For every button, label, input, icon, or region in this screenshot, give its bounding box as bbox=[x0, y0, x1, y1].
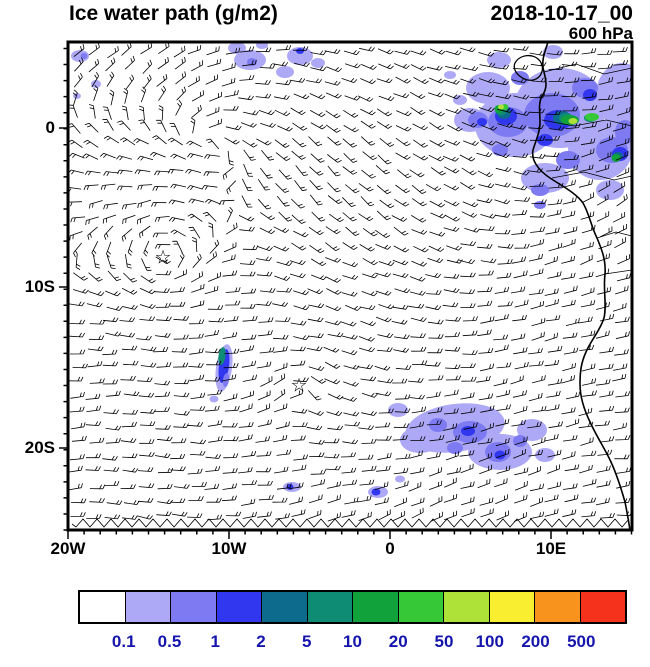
iwp-patch bbox=[596, 180, 624, 200]
legend-label-500: 500 bbox=[567, 632, 596, 651]
island-outline bbox=[513, 54, 544, 81]
legend-cell-5 bbox=[262, 592, 308, 622]
legend-cell-6 bbox=[307, 592, 353, 622]
legend-label-100: 100 bbox=[475, 632, 504, 651]
legend-cell-1 bbox=[80, 592, 126, 622]
iwp-patch bbox=[531, 184, 549, 196]
legend-cell-4 bbox=[216, 592, 262, 622]
legend-cell-12 bbox=[580, 592, 625, 622]
legend-label-2: 2 bbox=[256, 632, 266, 651]
x-tick-label-20W: 20W bbox=[50, 539, 86, 558]
plot-border bbox=[66, 40, 634, 532]
iwp-patch bbox=[513, 435, 527, 447]
bottom-flow-line bbox=[71, 518, 630, 528]
legend-cell-3 bbox=[171, 592, 217, 622]
legend-label-5: 5 bbox=[302, 632, 312, 651]
iwp-patch bbox=[511, 71, 529, 85]
axis-ticks bbox=[59, 47, 633, 539]
x-tick-label-10E: 10E bbox=[535, 539, 567, 558]
iwp-patch bbox=[218, 347, 226, 365]
legend-colorbar bbox=[78, 590, 627, 624]
x-tick-label-10W: 10W bbox=[211, 539, 247, 558]
star-marker-2: ☆ bbox=[290, 375, 307, 397]
iwp-patch bbox=[228, 42, 246, 54]
iwp-patch bbox=[447, 442, 463, 454]
country-border bbox=[541, 119, 632, 127]
iwp-patch bbox=[311, 58, 325, 68]
legend-label-20: 20 bbox=[388, 632, 408, 651]
legend-label-50: 50 bbox=[434, 632, 454, 651]
country-border bbox=[596, 231, 632, 239]
legend-cell-11 bbox=[535, 592, 581, 622]
x-tick-label-0: 0 bbox=[385, 539, 395, 558]
iwp-patch bbox=[296, 48, 304, 54]
iwp-patch bbox=[71, 50, 89, 62]
iwp-patch bbox=[466, 72, 510, 104]
iwp-patch bbox=[91, 80, 101, 88]
iwp-patch bbox=[395, 475, 405, 483]
iwp-patch bbox=[568, 118, 578, 124]
iwp-patch bbox=[371, 488, 381, 496]
iwp-patch bbox=[461, 426, 475, 436]
iwp-patch bbox=[611, 154, 621, 162]
iwp-patch bbox=[80, 53, 88, 59]
legend-label-1: 1 bbox=[210, 632, 220, 651]
iwp-patch bbox=[585, 113, 599, 121]
iwp-patch bbox=[256, 42, 268, 49]
y-tick-label-0: 0 bbox=[45, 118, 55, 137]
legend-label-0.5: 0.5 bbox=[157, 632, 182, 651]
iwp-patch bbox=[492, 144, 508, 156]
iwp-patch bbox=[543, 45, 563, 59]
legend-label-10: 10 bbox=[343, 632, 362, 651]
legend-cell-7 bbox=[353, 592, 399, 622]
iwp-patch bbox=[583, 89, 597, 101]
country-border bbox=[551, 171, 632, 181]
legend-label-200: 200 bbox=[521, 632, 550, 651]
iwp-patch bbox=[276, 66, 294, 78]
iwp-patch bbox=[287, 47, 313, 65]
y-tick-label-10S: 10S bbox=[24, 277, 55, 296]
star-marker-1: ☆ bbox=[154, 247, 171, 269]
pressure-level-label: 600 hPa bbox=[568, 24, 633, 43]
legend-cell-10 bbox=[489, 592, 535, 622]
iwp-patch bbox=[535, 448, 555, 462]
iwp-patch bbox=[517, 419, 547, 441]
iwp-patch bbox=[429, 418, 447, 432]
iwp-patch bbox=[388, 403, 408, 417]
legend-cell-8 bbox=[398, 592, 444, 622]
iwp-patch bbox=[534, 201, 546, 209]
chart-title: Ice water path (g/m2) bbox=[69, 2, 278, 25]
iwp-patch bbox=[615, 120, 632, 144]
legend-cell-9 bbox=[444, 592, 490, 622]
iwp-patch bbox=[487, 52, 511, 68]
iwp-patch bbox=[596, 63, 632, 127]
iwp-patch bbox=[209, 395, 219, 403]
country-border bbox=[604, 269, 632, 275]
chart-date: 2018-10-17_00 bbox=[490, 2, 633, 25]
y-tick-label-20S: 20S bbox=[24, 438, 55, 457]
legend-label-0.1: 0.1 bbox=[111, 632, 136, 651]
map-layers: ☆☆ bbox=[68, 42, 632, 530]
iwp-patch bbox=[444, 71, 456, 79]
wind-barbs bbox=[68, 42, 632, 522]
iwp-patch bbox=[498, 104, 504, 110]
iwp-patch bbox=[453, 95, 467, 105]
iwp-patch bbox=[477, 118, 487, 126]
country-border bbox=[543, 63, 632, 75]
coastline bbox=[531, 42, 631, 530]
legend-cell-2 bbox=[125, 592, 171, 622]
